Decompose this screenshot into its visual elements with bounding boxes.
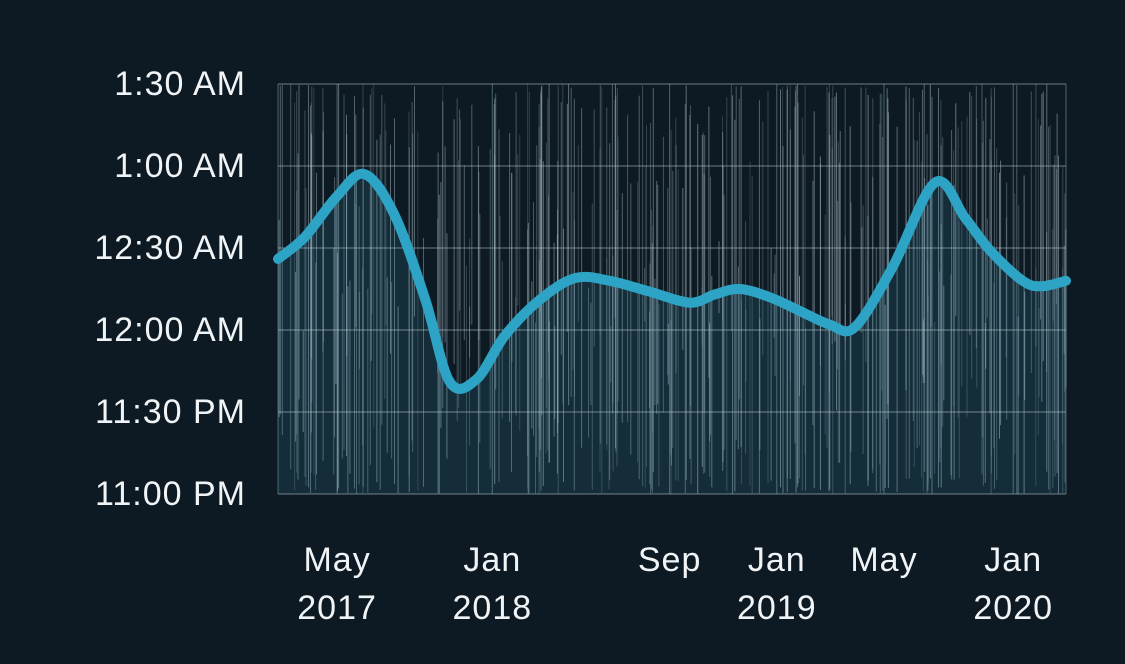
- y-tick-label: 11:30 PM: [94, 393, 246, 431]
- x-tick-month-label: Sep: [637, 541, 702, 579]
- x-tick-year-label: 2019: [736, 589, 817, 627]
- x-tick-month-label: Jan: [747, 541, 806, 579]
- y-tick-label: 1:00 AM: [114, 147, 246, 185]
- y-tick-label: 12:00 AM: [94, 311, 246, 349]
- x-tick-year-label: 2017: [297, 589, 377, 627]
- trend-area: [278, 173, 1066, 494]
- trend-line: [273, 168, 1071, 394]
- x-tick-month-label: May: [303, 541, 371, 579]
- y-tick-label: 1:30 AM: [114, 65, 246, 103]
- x-tick-month-label: May: [850, 541, 918, 579]
- raw-data-lines: [278, 84, 1067, 494]
- x-tick-month-label: Jan: [984, 541, 1043, 579]
- y-tick-label: 12:30 AM: [94, 229, 246, 267]
- y-tick-label: 11:00 PM: [94, 475, 246, 513]
- x-tick-year-label: 2020: [973, 589, 1054, 627]
- x-tick-month-label: Jan: [463, 541, 522, 579]
- gridlines: [277, 83, 1067, 495]
- x-tick-year-label: 2018: [452, 589, 533, 627]
